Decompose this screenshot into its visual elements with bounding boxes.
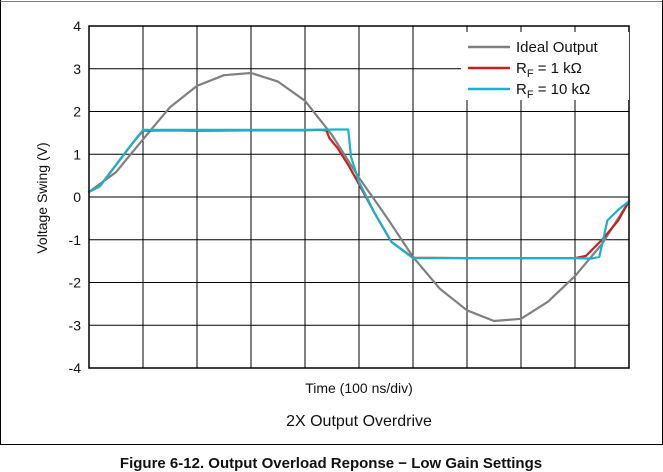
plot-area-border — [88, 25, 630, 369]
y-tick-label: -4 — [69, 360, 82, 376]
series-line-ideal-output — [87, 71, 631, 323]
y-tick-label: 1 — [73, 146, 81, 162]
legend-label-rf10k: RF = 10 kΩ — [516, 81, 590, 101]
series-line-rf-10k — [87, 128, 631, 260]
legend: Ideal Output RF = 1 kΩ RF = 10 kΩ — [461, 32, 629, 101]
y-tick-label: 4 — [73, 18, 81, 34]
legend-label-rf10k-suffix: = 10 kΩ — [534, 81, 591, 98]
legend-label-rf10k-main: R — [516, 81, 527, 98]
legend-label-rf1k-suffix: = 1 kΩ — [534, 60, 582, 77]
x-axis-label: Time (100 ns/div) — [305, 380, 413, 396]
legend-label-rf1k-sub: F — [527, 68, 534, 80]
series-lines — [87, 71, 631, 323]
legend-label-ideal: Ideal Output — [516, 39, 599, 56]
figure-caption: Figure 6-12. Output Overload Reponse − L… — [120, 455, 542, 472]
y-tick-label: 3 — [73, 61, 81, 77]
y-tick-label: -1 — [69, 232, 82, 248]
legend-label-rf10k-sub: F — [527, 89, 534, 101]
legend-label-rf1k-main: R — [516, 60, 527, 77]
y-tick-label: -2 — [69, 275, 82, 291]
y-tick-label: -3 — [69, 317, 82, 333]
legend-label-rf1k: RF = 1 kΩ — [516, 60, 582, 80]
y-tick-labels: 4 3 2 1 0 -1 -2 -3 -4 — [69, 18, 82, 376]
y-tick-label: 2 — [73, 104, 81, 120]
y-axis-label: Voltage Swing (V) — [34, 142, 50, 253]
chart-subtitle: 2X Output Overdrive — [286, 413, 432, 430]
y-tick-label: 0 — [73, 189, 81, 205]
